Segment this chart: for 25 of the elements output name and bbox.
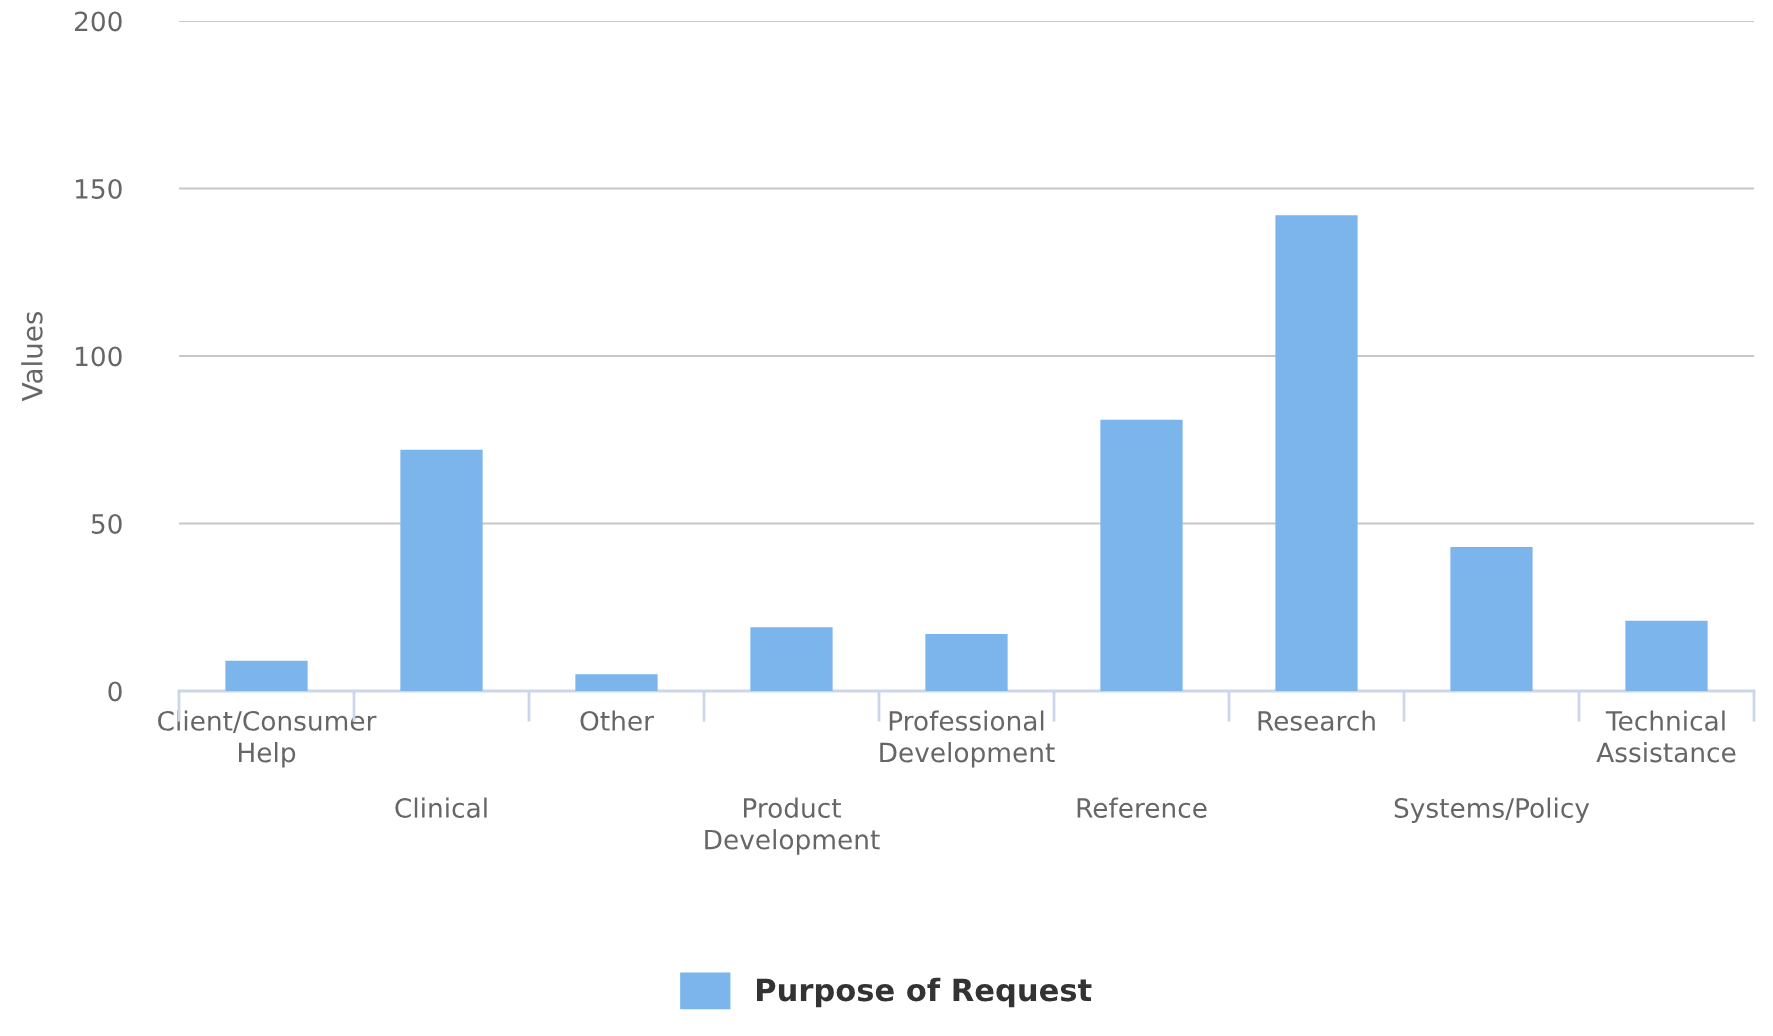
x-tick-label: Reference (1077, 797, 1207, 818)
y-tick-label: 100 (75, 346, 122, 367)
bar (1100, 419, 1183, 691)
x-tick-label: Research (1258, 710, 1375, 731)
bar (925, 634, 1008, 691)
x-tick-label: Clinical (395, 797, 487, 818)
y-tick-label: 150 (75, 178, 122, 199)
bar (1275, 215, 1358, 691)
bar (575, 674, 658, 691)
x-tick-label: Technical Assistance (1596, 710, 1736, 763)
x-tick-label: Professional Development (880, 710, 1055, 768)
x-tick-label: Other (580, 710, 654, 731)
bar (1625, 620, 1708, 691)
bar (1450, 546, 1533, 691)
bar (400, 449, 483, 691)
y-tick-label: 0 (108, 681, 122, 702)
y-tick-label: 200 (75, 11, 122, 32)
legend-label: Purpose of Request (757, 977, 1092, 1008)
bar (750, 627, 833, 691)
y-tick-label: 50 (91, 513, 122, 534)
x-tick-label: Systems/Policy (1394, 797, 1590, 824)
y-axis-title: Values (21, 311, 43, 402)
bar (225, 660, 308, 691)
x-tick-label: Client/Consumer Help (158, 710, 377, 768)
x-tick-label: Product Development (705, 797, 880, 855)
